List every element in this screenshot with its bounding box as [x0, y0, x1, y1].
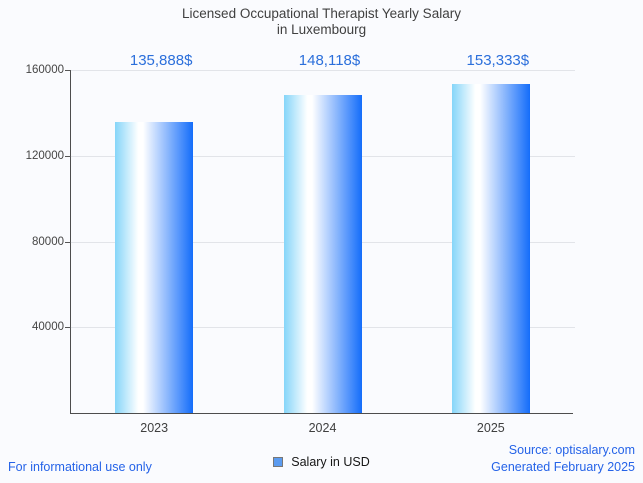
value-label-2023: 135,888$ [129, 52, 193, 69]
source-block: Source: optisalary.com Generated Februar… [491, 442, 635, 476]
disclaimer-text: For informational use only [8, 460, 152, 474]
chart-title-line1: Licensed Occupational Therapist Yearly S… [182, 6, 461, 21]
value-label-2024: 148,118$ [298, 52, 361, 69]
plot-area: 40000 80000 120000 160000 135,888$ 2023 148,11… [26, 52, 575, 435]
generated-text: Generated February 2025 [491, 460, 635, 474]
y-tick-mark-80000 [65, 241, 71, 243]
x-tick-label-2024: 2024 [308, 421, 337, 435]
legend-swatch-icon [273, 457, 284, 467]
y-tick-label-160000: 160000 [25, 64, 64, 76]
chart-title: Licensed Occupational Therapist Yearly S… [0, 6, 643, 38]
x-tick-label-2025: 2025 [476, 421, 505, 435]
value-label-2025: 153,333$ [466, 52, 530, 69]
source-text: Source: optisalary.com [508, 443, 635, 457]
bar-2023[interactable] [115, 121, 194, 413]
bar-2024[interactable] [283, 95, 362, 413]
x-tick-label-2023: 2023 [140, 421, 169, 435]
x-axis-line [70, 413, 573, 414]
y-tick-mark-40000 [65, 327, 71, 329]
y-tick-mark-160000 [65, 70, 71, 71]
y-tick-mark-120000 [65, 155, 71, 157]
legend: Salary in USD [0, 455, 643, 469]
legend-label: Salary in USD [291, 455, 370, 469]
y-tick-label-80000: 80000 [32, 235, 64, 248]
y-tick-label-40000: 40000 [32, 321, 64, 334]
gridline-160000 [71, 70, 575, 71]
y-tick-label-120000: 120000 [25, 149, 64, 162]
chart-title-line2: in Luxembourg [276, 22, 367, 38]
bar-2025[interactable] [451, 84, 530, 413]
